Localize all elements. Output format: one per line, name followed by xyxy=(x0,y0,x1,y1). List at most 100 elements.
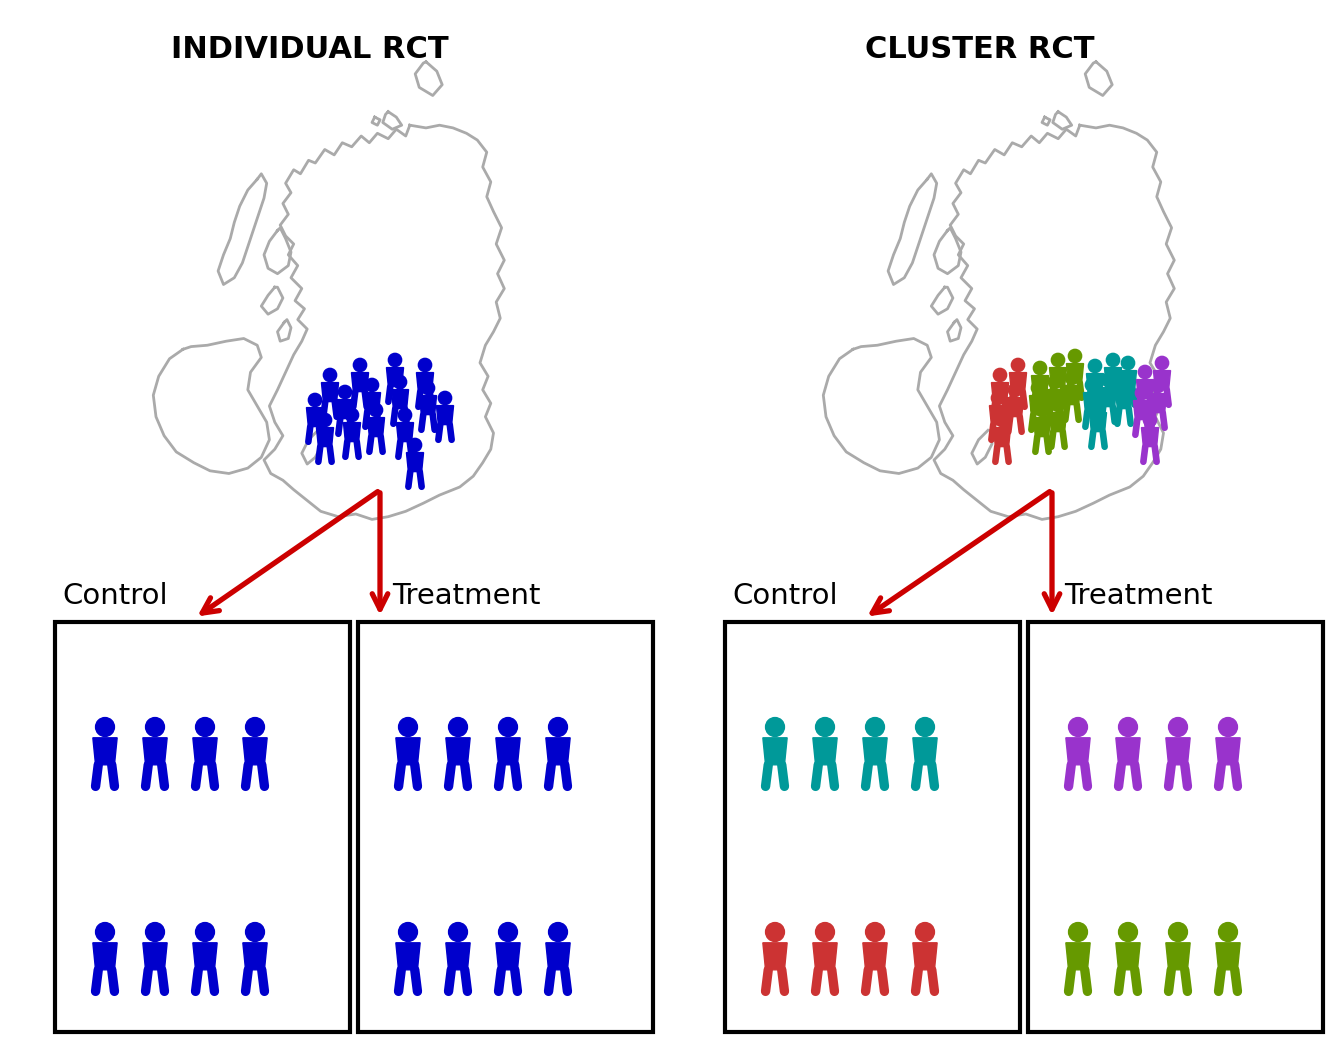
Polygon shape xyxy=(242,737,268,765)
Circle shape xyxy=(1091,398,1105,412)
Polygon shape xyxy=(446,737,470,765)
Polygon shape xyxy=(396,737,420,765)
Circle shape xyxy=(366,379,379,392)
Circle shape xyxy=(1089,360,1102,372)
Polygon shape xyxy=(1115,389,1133,408)
Polygon shape xyxy=(1099,387,1117,406)
Circle shape xyxy=(1086,379,1099,392)
Circle shape xyxy=(549,923,568,941)
Polygon shape xyxy=(1166,943,1190,970)
Polygon shape xyxy=(1050,367,1067,386)
Circle shape xyxy=(438,392,451,404)
Polygon shape xyxy=(1153,370,1170,389)
Circle shape xyxy=(549,717,568,736)
Polygon shape xyxy=(343,422,360,441)
Polygon shape xyxy=(316,428,333,447)
Bar xyxy=(358,622,653,1032)
Circle shape xyxy=(991,392,1004,404)
Circle shape xyxy=(815,923,834,941)
Circle shape xyxy=(1144,414,1157,427)
Polygon shape xyxy=(143,737,167,765)
Polygon shape xyxy=(1066,943,1090,970)
Polygon shape xyxy=(1137,380,1154,399)
Polygon shape xyxy=(193,943,217,970)
Circle shape xyxy=(399,717,418,736)
Polygon shape xyxy=(994,428,1011,447)
Polygon shape xyxy=(546,737,570,765)
Polygon shape xyxy=(813,737,837,765)
Text: Control: Control xyxy=(732,582,838,610)
Polygon shape xyxy=(495,943,520,970)
Circle shape xyxy=(319,414,332,427)
Circle shape xyxy=(1218,923,1237,941)
Polygon shape xyxy=(321,383,339,402)
Circle shape xyxy=(1106,353,1119,367)
Circle shape xyxy=(994,368,1007,382)
Polygon shape xyxy=(1105,367,1122,386)
Polygon shape xyxy=(419,396,437,415)
Circle shape xyxy=(1069,923,1087,941)
Polygon shape xyxy=(763,943,787,970)
Circle shape xyxy=(1008,383,1022,397)
Circle shape xyxy=(916,717,935,736)
Circle shape xyxy=(146,717,165,736)
Circle shape xyxy=(1051,353,1065,367)
Polygon shape xyxy=(446,943,470,970)
Polygon shape xyxy=(416,372,434,392)
Polygon shape xyxy=(1083,393,1101,412)
Circle shape xyxy=(399,923,418,941)
Polygon shape xyxy=(862,737,888,765)
Polygon shape xyxy=(1141,428,1158,447)
Bar xyxy=(1028,622,1323,1032)
Polygon shape xyxy=(1047,389,1063,408)
Circle shape xyxy=(1048,376,1062,388)
Polygon shape xyxy=(1066,737,1090,765)
Circle shape xyxy=(1051,398,1065,412)
Circle shape xyxy=(498,717,517,736)
Circle shape xyxy=(1117,376,1130,388)
Circle shape xyxy=(1121,356,1134,369)
Polygon shape xyxy=(1031,376,1048,395)
Circle shape xyxy=(449,923,467,941)
Circle shape xyxy=(1118,717,1137,736)
Polygon shape xyxy=(437,405,454,424)
Polygon shape xyxy=(1050,413,1067,432)
Circle shape xyxy=(1156,356,1169,369)
Circle shape xyxy=(195,923,214,941)
Circle shape xyxy=(418,359,431,371)
Circle shape xyxy=(1066,371,1079,385)
Circle shape xyxy=(1169,923,1188,941)
Circle shape xyxy=(95,923,114,941)
Polygon shape xyxy=(1010,372,1027,392)
Circle shape xyxy=(1069,717,1087,736)
Circle shape xyxy=(370,403,383,417)
Polygon shape xyxy=(193,737,217,765)
Circle shape xyxy=(1118,923,1137,941)
Circle shape xyxy=(408,438,422,452)
Circle shape xyxy=(1218,717,1237,736)
Text: Control: Control xyxy=(63,582,167,610)
Circle shape xyxy=(195,717,214,736)
Polygon shape xyxy=(351,372,368,392)
Circle shape xyxy=(398,408,411,421)
Text: INDIVIDUAL RCT: INDIVIDUAL RCT xyxy=(171,35,449,64)
Text: Treatment: Treatment xyxy=(392,582,541,610)
Polygon shape xyxy=(1216,943,1240,970)
Circle shape xyxy=(353,359,367,371)
Circle shape xyxy=(865,717,885,736)
Polygon shape xyxy=(1149,394,1166,413)
Polygon shape xyxy=(1216,737,1240,765)
Circle shape xyxy=(995,414,1008,427)
Polygon shape xyxy=(1034,418,1051,436)
Polygon shape xyxy=(913,943,937,970)
Polygon shape xyxy=(763,737,787,765)
Circle shape xyxy=(916,923,935,941)
Circle shape xyxy=(1102,373,1114,386)
Polygon shape xyxy=(913,737,937,765)
Circle shape xyxy=(815,717,834,736)
Polygon shape xyxy=(407,453,423,471)
Polygon shape xyxy=(143,943,167,970)
Circle shape xyxy=(1138,365,1152,379)
Polygon shape xyxy=(367,418,384,436)
Circle shape xyxy=(1011,359,1024,371)
